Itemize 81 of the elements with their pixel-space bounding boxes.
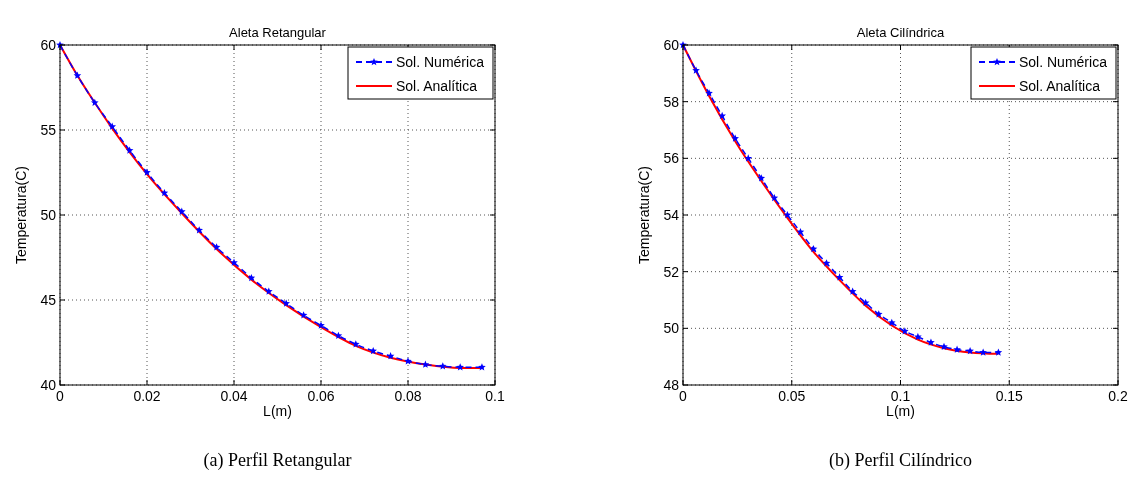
point — [299, 311, 308, 319]
y-tick-label: 45 — [40, 292, 57, 308]
point — [195, 226, 203, 234]
point — [334, 331, 343, 339]
x-tick-label: 0.15 — [995, 388, 1024, 404]
x-tick-label: 0.2 — [1108, 388, 1128, 404]
point — [888, 318, 896, 326]
point — [352, 340, 360, 348]
point — [178, 207, 186, 215]
point — [979, 348, 987, 356]
point — [160, 188, 169, 197]
point — [73, 71, 82, 79]
point — [143, 168, 151, 176]
x-tick-label: 0 — [679, 388, 688, 404]
point — [404, 357, 412, 365]
point — [247, 273, 256, 282]
point — [478, 363, 486, 371]
y-tick-label: 60 — [40, 37, 57, 53]
point — [874, 310, 883, 318]
y-tick-label: 56 — [663, 150, 680, 167]
point — [230, 258, 238, 266]
point — [966, 347, 974, 355]
chart-title: Aleta Retangular — [229, 25, 327, 40]
x-tick-label: 0.05 — [778, 388, 806, 404]
point — [927, 338, 935, 346]
y-tick-label: 58 — [663, 93, 680, 110]
legend-label: Sol. Analítica — [396, 78, 478, 94]
x-axis-title: L(m) — [886, 403, 915, 419]
point — [212, 243, 221, 251]
point — [125, 146, 134, 154]
y-tick-label: 50 — [40, 207, 57, 223]
y-axis-title: Temperatura(C) — [636, 165, 652, 265]
point — [770, 194, 779, 202]
point — [439, 362, 447, 370]
x-tick-label: 0.1 — [485, 388, 505, 404]
point — [822, 259, 831, 267]
y-tick-label: 54 — [663, 207, 680, 223]
y-tick-label: 50 — [663, 320, 680, 337]
point — [317, 321, 325, 329]
point — [265, 287, 273, 295]
x-tick-label: 0 — [56, 388, 65, 404]
point — [108, 122, 116, 130]
point — [282, 299, 290, 307]
y-tick-label: 40 — [40, 377, 57, 393]
x-tick-label: 0.02 — [133, 388, 161, 404]
text: (b) Perfil Cilíndrico — [829, 450, 972, 471]
point — [861, 298, 870, 307]
x-axis-title: L(m) — [263, 403, 292, 419]
x-tick-label: 0.1 — [890, 388, 911, 404]
y-tick-label: 48 — [663, 377, 680, 393]
x-tick-label: 0.08 — [394, 388, 422, 404]
legend-label: Sol. Analítica — [1019, 78, 1101, 94]
point — [718, 111, 726, 120]
point — [731, 134, 739, 142]
point — [456, 363, 464, 371]
point — [705, 89, 713, 97]
legend-label: Sol. Numérica — [1019, 54, 1108, 70]
x-tick-label: 0.04 — [220, 388, 248, 404]
point — [914, 332, 922, 341]
point — [901, 327, 909, 335]
point — [744, 154, 753, 162]
point — [757, 174, 766, 182]
point — [783, 211, 792, 219]
point — [386, 352, 395, 360]
y-tick-label: 55 — [40, 122, 57, 138]
point — [848, 287, 857, 295]
point — [953, 345, 961, 353]
chart-title: Aleta Cilíndrica — [856, 25, 945, 40]
point — [369, 347, 377, 355]
y-tick-label: 60 — [663, 37, 680, 53]
point — [994, 348, 1003, 356]
y-axis-title: Temperatura(C) — [13, 165, 29, 265]
x-tick-label: 0.06 — [307, 388, 335, 404]
point — [91, 98, 99, 107]
point — [421, 360, 430, 368]
point — [940, 342, 948, 350]
text: (a) Perfil Retangular — [203, 450, 352, 471]
point — [692, 66, 700, 74]
legend-label: Sol. Numérica — [396, 54, 485, 70]
y-tick-label: 52 — [663, 263, 680, 280]
point — [835, 273, 844, 281]
